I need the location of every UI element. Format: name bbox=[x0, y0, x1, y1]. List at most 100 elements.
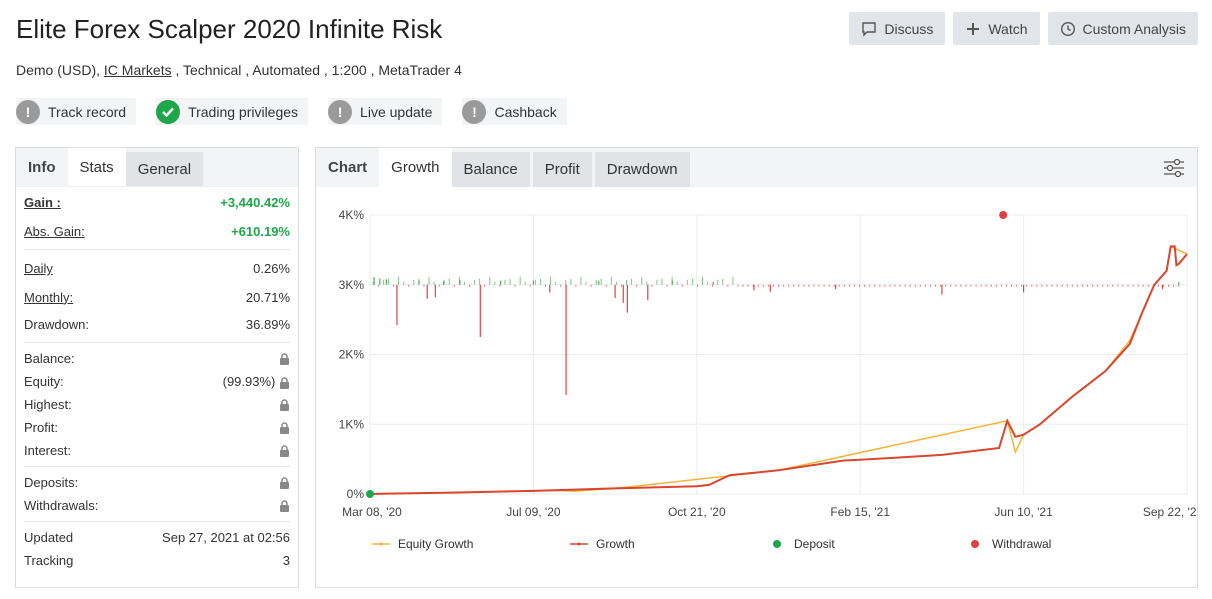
badge-label: Cashback bbox=[494, 103, 557, 120]
lock-icon bbox=[280, 352, 289, 365]
chart-panel: Chart Growth Balance Profit Drawdown 0% 1… bbox=[315, 147, 1198, 588]
stat-value: 0.26% bbox=[253, 261, 290, 276]
legend-equity-growth[interactable]: Equity Growth bbox=[372, 537, 473, 551]
growth-line bbox=[369, 245, 1188, 495]
exclamation-icon: ! bbox=[462, 99, 487, 124]
stats-tabs: Info Stats General bbox=[16, 148, 298, 187]
badge-label: Trading privileges bbox=[188, 103, 299, 120]
stats-panel: Info Stats General Gain : +3,440.42% Abs… bbox=[15, 147, 299, 588]
clock-icon bbox=[1060, 21, 1075, 36]
legend-label: Withdrawal bbox=[992, 537, 1052, 551]
x-tick-label: Sep 22, '21 bbox=[1143, 505, 1197, 519]
custom-analysis-button[interactable]: Custom Analysis bbox=[1047, 12, 1198, 45]
custom-analysis-label: Custom Analysis bbox=[1082, 20, 1186, 37]
action-buttons: Discuss Watch Custom Analysis bbox=[849, 12, 1198, 45]
chart-legend: Equity Growth Growth Deposit Withdrawal bbox=[316, 537, 1197, 557]
stat-abs-gain: Abs. Gain: +610.19% bbox=[24, 217, 290, 245]
chart-axis-labels: 0% 1K% 2K% 3K% 4K% Mar 08, '20 Jul 09, '20 Oct … bbox=[339, 208, 1197, 519]
discuss-label: Discuss bbox=[884, 20, 934, 37]
legend-growth[interactable]: Growth bbox=[570, 537, 635, 551]
stat-label: Highest: bbox=[24, 397, 72, 412]
stat-withdrawals: Withdrawals: bbox=[24, 494, 290, 517]
badge-cashback[interactable]: ! Cashback bbox=[462, 98, 567, 125]
stat-value: Sep 27, 2021 at 02:56 bbox=[162, 530, 290, 545]
stat-value: 3 bbox=[282, 553, 290, 568]
stat-updated: Updated Sep 27, 2021 at 02:56 bbox=[24, 526, 290, 549]
account-details: , Technical , Automated , 1:200 , MetaTr… bbox=[175, 62, 462, 78]
stat-label[interactable]: Abs. Gain: bbox=[24, 223, 85, 239]
badge-label: Track record bbox=[48, 103, 127, 120]
y-tick-label: 0% bbox=[347, 487, 365, 501]
check-icon bbox=[156, 99, 181, 124]
stats-list: Gain : +3,440.42% Abs. Gain: +610.19% Da… bbox=[16, 187, 298, 572]
tab-balance[interactable]: Balance bbox=[451, 152, 530, 187]
chart-grid bbox=[369, 214, 1188, 495]
deposit-point bbox=[366, 490, 374, 498]
stat-equity: Equity: (99.93%) bbox=[24, 370, 290, 393]
chat-icon bbox=[862, 21, 877, 37]
tab-profit[interactable]: Profit bbox=[532, 152, 592, 187]
watch-button[interactable]: Watch bbox=[953, 12, 1040, 45]
stat-value: 20.71% bbox=[245, 289, 290, 305]
tab-info[interactable]: Info bbox=[28, 158, 56, 176]
tab-chart[interactable]: Chart bbox=[328, 159, 368, 176]
chart-tabs: Chart Growth Balance Profit Drawdown bbox=[316, 148, 1197, 187]
page-title: Elite Forex Scalper 2020 Infinite Risk bbox=[16, 14, 443, 44]
growth-chart[interactable]: 0% 1K% 2K% 3K% 4K% Mar 08, '20 Jul 09, '20 Oct … bbox=[316, 188, 1197, 533]
account-type: Demo (USD), bbox=[16, 62, 101, 78]
legend-dot-icon bbox=[773, 540, 781, 548]
stat-label: Drawdown: bbox=[24, 317, 90, 332]
legend-deposit[interactable]: Deposit bbox=[772, 537, 835, 551]
stat-value: +3,440.42% bbox=[220, 194, 290, 210]
lock-icon bbox=[280, 444, 289, 457]
legend-dot-icon bbox=[971, 540, 979, 548]
divider bbox=[24, 521, 290, 522]
tab-stats[interactable]: Stats bbox=[67, 148, 126, 186]
legend-withdrawal[interactable]: Withdrawal bbox=[970, 537, 1051, 551]
chart-settings-icon[interactable] bbox=[1163, 158, 1185, 178]
verification-badges: ! Track record Trading privileges ! Live… bbox=[16, 98, 567, 125]
stat-label[interactable]: Gain : bbox=[24, 194, 61, 210]
lock-icon bbox=[280, 376, 289, 389]
chart-lines bbox=[369, 245, 1188, 495]
stat-label: Balance: bbox=[24, 351, 75, 366]
stat-label: Profit: bbox=[24, 420, 58, 435]
stat-value: 36.89% bbox=[245, 317, 290, 332]
x-tick-label: Jun 10, '21 bbox=[994, 505, 1053, 519]
broker-link[interactable]: IC Markets bbox=[103, 62, 172, 78]
stat-label[interactable]: Daily bbox=[24, 261, 53, 276]
daily-bars bbox=[372, 276, 1180, 395]
stat-label: Withdrawals: bbox=[24, 498, 99, 513]
watch-label: Watch bbox=[988, 20, 1028, 37]
y-tick-label: 2K% bbox=[339, 348, 365, 362]
legend-line-icon bbox=[372, 542, 390, 546]
withdrawal-point bbox=[999, 211, 1008, 219]
legend-label: Equity Growth bbox=[398, 537, 474, 551]
tab-general[interactable]: General bbox=[125, 152, 204, 186]
stat-profit: Profit: bbox=[24, 416, 290, 439]
stat-value: (99.93%) bbox=[223, 374, 290, 389]
badge-track-record[interactable]: ! Track record bbox=[16, 98, 137, 125]
y-tick-label: 4K% bbox=[339, 208, 365, 222]
divider bbox=[24, 342, 290, 343]
stat-deposits: Deposits: bbox=[24, 471, 290, 494]
exclamation-icon: ! bbox=[16, 99, 40, 124]
legend-label: Deposit bbox=[794, 537, 835, 551]
legend-label: Growth bbox=[596, 537, 635, 551]
chart-points bbox=[366, 211, 1008, 498]
lock-icon bbox=[280, 421, 289, 434]
badge-live-update[interactable]: ! Live update bbox=[328, 98, 443, 125]
stat-highest: Highest: bbox=[24, 393, 290, 416]
x-tick-label: Jul 09, '20 bbox=[506, 505, 561, 519]
stat-label[interactable]: Monthly: bbox=[24, 289, 74, 305]
tab-drawdown[interactable]: Drawdown bbox=[594, 152, 690, 187]
badge-trading-privileges[interactable]: Trading privileges bbox=[156, 98, 309, 125]
discuss-button[interactable]: Discuss bbox=[849, 12, 946, 45]
lock-icon bbox=[280, 499, 289, 512]
tab-growth[interactable]: Growth bbox=[379, 148, 452, 187]
stat-drawdown: Drawdown: 36.89% bbox=[24, 311, 290, 338]
stat-label: Updated bbox=[24, 530, 74, 545]
y-tick-label: 3K% bbox=[339, 278, 365, 292]
stat-gain: Gain : +3,440.42% bbox=[24, 187, 290, 217]
plus-icon bbox=[967, 22, 980, 35]
